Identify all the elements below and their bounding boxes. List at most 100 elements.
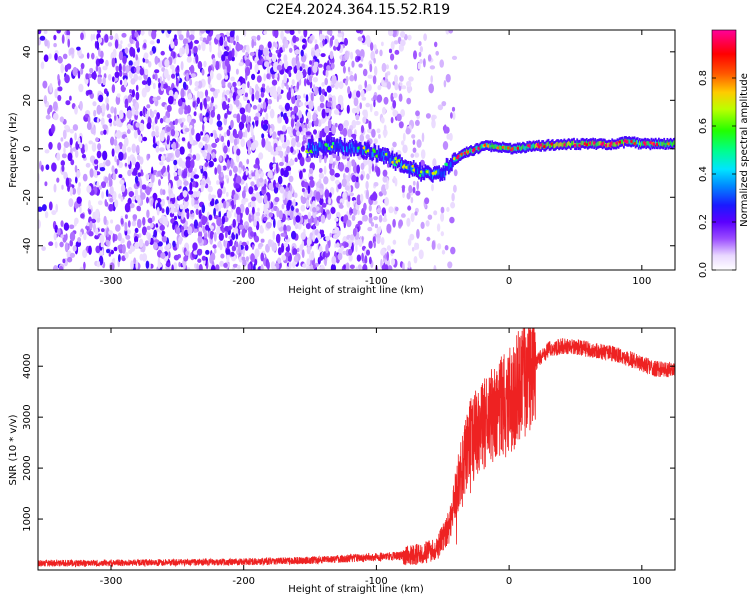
noise-speckle xyxy=(286,91,292,101)
noise-speckle xyxy=(216,73,222,81)
noise-speckle xyxy=(135,84,139,92)
signal-band xyxy=(509,145,511,150)
noise-speckle xyxy=(369,256,372,265)
noise-speckle xyxy=(302,44,306,50)
noise-speckle xyxy=(350,51,354,60)
noise-speckle xyxy=(40,164,44,172)
noise-speckle xyxy=(374,110,379,117)
noise-speckle xyxy=(107,74,112,81)
noise-speckle xyxy=(371,192,378,201)
noise-speckle xyxy=(373,57,376,64)
noise-speckle xyxy=(197,45,201,50)
noise-speckle xyxy=(167,243,171,249)
noise-speckle xyxy=(420,221,425,229)
noise-speckle xyxy=(51,210,57,216)
noise-speckle xyxy=(67,152,73,162)
y-tick-label: -40 xyxy=(22,238,33,254)
noise-speckle xyxy=(299,101,304,107)
noise-speckle xyxy=(107,42,113,47)
noise-speckle xyxy=(215,60,220,71)
noise-speckle xyxy=(122,64,126,72)
noise-speckle xyxy=(134,241,140,249)
noise-speckle xyxy=(230,119,234,129)
signal-band xyxy=(334,144,336,151)
noise-speckle xyxy=(185,158,191,169)
noise-speckle xyxy=(296,130,300,137)
noise-speckle xyxy=(348,254,353,262)
noise-speckle xyxy=(367,128,372,133)
noise-speckle xyxy=(235,99,240,107)
noise-speckle xyxy=(266,221,272,229)
noise-speckle xyxy=(262,101,267,110)
noise-speckle xyxy=(134,227,139,233)
noise-speckle xyxy=(170,193,175,199)
noise-speckle xyxy=(307,185,311,195)
noise-speckle xyxy=(295,121,300,127)
signal-band xyxy=(534,144,536,149)
noise-speckle xyxy=(79,205,82,214)
noise-speckle xyxy=(163,68,169,79)
noise-speckle xyxy=(418,41,422,46)
signal-band xyxy=(387,152,389,158)
noise-speckle xyxy=(104,199,108,207)
signal-band xyxy=(647,141,649,146)
noise-speckle xyxy=(48,241,54,246)
noise-speckle xyxy=(193,174,200,179)
noise-speckle xyxy=(399,75,404,82)
noise-speckle xyxy=(68,198,74,208)
noise-speckle xyxy=(308,167,314,175)
signal-band xyxy=(599,140,602,146)
noise-speckle xyxy=(355,244,358,253)
noise-speckle xyxy=(334,243,337,248)
noise-speckle xyxy=(398,219,404,227)
noise-speckle xyxy=(153,229,158,238)
noise-speckle xyxy=(374,65,378,76)
colorbar-gradient xyxy=(712,30,736,270)
snr-line xyxy=(38,328,675,568)
noise-speckle xyxy=(141,184,147,190)
noise-speckle xyxy=(370,222,375,227)
signal-band xyxy=(608,142,610,147)
noise-speckle xyxy=(216,120,223,128)
noise-speckle xyxy=(288,261,292,269)
noise-speckle xyxy=(130,78,136,85)
noise-speckle xyxy=(312,84,316,92)
noise-speckle xyxy=(394,49,400,55)
signal-band xyxy=(342,146,345,152)
x-tick-label: -200 xyxy=(232,576,255,587)
noise-speckle xyxy=(401,85,407,90)
noise-speckle xyxy=(222,186,226,195)
noise-speckle xyxy=(450,246,456,255)
noise-speckle xyxy=(351,174,357,183)
noise-speckle xyxy=(235,175,242,185)
noise-speckle xyxy=(180,88,185,99)
signal-band xyxy=(318,141,320,148)
noise-speckle xyxy=(445,73,451,83)
noise-speckle xyxy=(53,112,59,121)
noise-speckle xyxy=(101,228,105,233)
noise-speckle xyxy=(277,52,282,58)
noise-speckle xyxy=(223,200,227,209)
noise-speckle xyxy=(80,213,85,219)
signal-band xyxy=(417,168,419,175)
noise-speckle xyxy=(296,142,301,148)
noise-speckle xyxy=(96,260,101,268)
noise-speckle xyxy=(115,95,121,105)
signal-band xyxy=(545,143,548,148)
noise-speckle xyxy=(74,165,78,173)
noise-speckle xyxy=(416,228,420,239)
noise-speckle xyxy=(300,196,307,205)
signal-band xyxy=(448,165,450,171)
noise-speckle xyxy=(195,54,199,64)
noise-speckle xyxy=(346,104,350,114)
noise-speckle xyxy=(84,143,88,152)
noise-speckle xyxy=(38,30,42,35)
noise-speckle xyxy=(237,244,241,253)
noise-speckle xyxy=(210,252,216,261)
y-tick-label: 0 xyxy=(22,146,33,152)
noise-speckle xyxy=(271,79,278,86)
noise-speckle xyxy=(376,128,381,134)
noise-speckle xyxy=(167,171,171,182)
noise-speckle xyxy=(279,186,285,194)
noise-speckle xyxy=(315,133,319,139)
